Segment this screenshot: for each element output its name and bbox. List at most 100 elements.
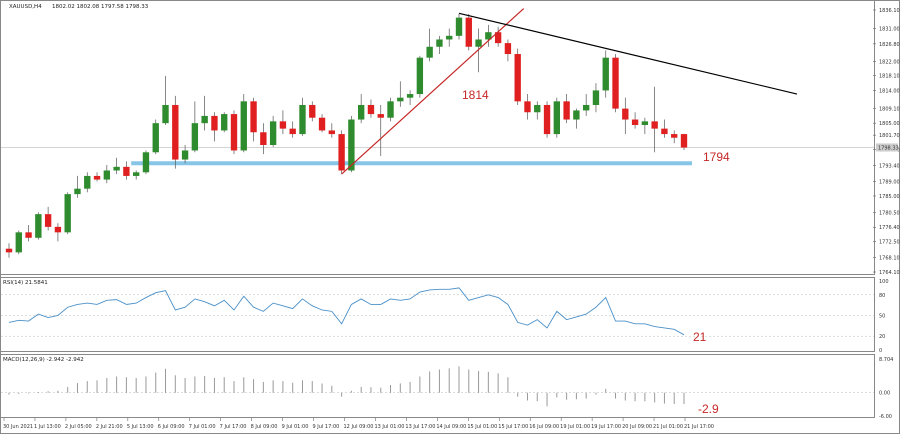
candle-body — [416, 57, 424, 95]
x-tick-label: 7 Jul 01:00 — [189, 424, 216, 430]
candle-body — [279, 121, 287, 129]
symbol-header: XAUUSD,H4 — [9, 4, 42, 10]
candle-body — [299, 104, 306, 135]
candle-body — [289, 128, 296, 135]
macd-tick-label: 0.00 — [879, 391, 890, 397]
ohlc-header: 1802.02 1802.08 1797.58 1798.33 — [52, 4, 149, 10]
price-tick-label: 1831.00 — [879, 27, 900, 33]
price-tick-label: 1789.00 — [879, 179, 900, 185]
candle-body — [269, 121, 277, 146]
candle-body — [162, 104, 169, 124]
price-tick-label: 1814.00 — [879, 88, 900, 94]
candle-body — [426, 46, 433, 58]
candle-body — [123, 166, 130, 176]
candle-body — [74, 188, 81, 195]
x-tick-label: 6 Jul 09:00 — [158, 424, 185, 430]
candle-body — [25, 232, 32, 238]
candle-body — [367, 104, 375, 115]
x-tick-label: 9 Jul 01:00 — [282, 424, 309, 430]
x-tick-label: 15 Jul 17:00 — [498, 424, 528, 430]
macd-pane — [0, 354, 875, 418]
candle-body — [504, 43, 512, 55]
rsi-value-label: 21 — [693, 330, 707, 344]
candle-body — [641, 121, 649, 125]
candle-body — [132, 172, 140, 176]
candle-body — [309, 104, 316, 118]
candle-body — [201, 115, 208, 124]
price-pane — [0, 0, 875, 275]
x-tick-label: 19 Jul 17:00 — [591, 424, 621, 430]
current-price-label: 1798.33 — [878, 145, 899, 151]
candle-body — [582, 104, 590, 111]
candle-body — [260, 132, 267, 146]
price-tick-label: 1772.50 — [879, 239, 900, 245]
candle-body — [357, 104, 365, 120]
current-price-tag — [876, 143, 898, 152]
price-tick-label: 1818.10 — [879, 74, 900, 80]
candle-body — [524, 101, 531, 113]
candle-body — [35, 214, 42, 238]
candle-body — [563, 101, 570, 120]
candle-body — [328, 130, 336, 135]
rsi-tick-label: 20 — [879, 334, 885, 340]
candle-body — [172, 104, 179, 160]
x-tick-label: 5 Jul 13:00 — [127, 424, 154, 430]
x-tick-label: 8 Jul 09:00 — [251, 424, 278, 430]
candle-body — [191, 123, 199, 151]
candle-body — [514, 54, 521, 102]
rsi-pane — [0, 277, 875, 352]
x-tick-label: 2 Jul 05:00 — [65, 424, 92, 430]
macd-value-label: -2.9 — [698, 402, 719, 416]
price-tick-label: 1768.10 — [879, 255, 900, 261]
candle-body — [142, 152, 150, 173]
candle-body — [671, 134, 678, 138]
macd-tick-label: 8.704 — [879, 357, 893, 363]
candle-body — [465, 17, 472, 47]
price-tick-label: 1801.70 — [879, 133, 900, 139]
candle-body — [211, 115, 218, 131]
candle-body — [534, 104, 541, 113]
candle-body — [54, 226, 62, 233]
candle-body — [93, 175, 101, 180]
candle-body — [661, 128, 668, 135]
candle-body — [338, 134, 345, 171]
rsi-line — [8, 287, 685, 336]
candle-body — [221, 114, 228, 131]
candle-body — [494, 32, 502, 44]
x-tick-label: 12 Jul 09:00 — [344, 424, 374, 430]
candle-body — [446, 35, 453, 40]
candle-body — [181, 150, 189, 160]
candle-body — [543, 104, 551, 135]
x-tick-label: 7 Jul 17:00 — [220, 424, 247, 430]
x-tick-label: 14 Jul 09:00 — [436, 424, 466, 430]
x-tick-label: 15 Jul 01:00 — [467, 424, 497, 430]
candle-body — [573, 110, 580, 120]
x-tick-label: 16 Jul 09:00 — [529, 424, 559, 430]
candle-body — [475, 39, 482, 47]
macd-tick-label: -6.00 — [879, 414, 892, 420]
rsi-header: RSI(14) 21.5841 — [3, 280, 48, 286]
rsi-tick-label: 100 — [879, 279, 889, 285]
candle-body — [348, 119, 355, 171]
candle-body — [113, 166, 120, 171]
candle-body — [15, 232, 22, 253]
candle-body — [602, 57, 609, 91]
candle-body — [240, 101, 247, 151]
price-tick-label: 1836.10 — [879, 8, 900, 14]
x-tick-label: 20 Jul 09:00 — [622, 424, 652, 430]
x-tick-label: 13 Jul 01:00 — [374, 424, 404, 430]
price-tick-label: 1776.40 — [879, 225, 900, 231]
price-tick-label: 1793.40 — [879, 163, 900, 169]
candle-body — [612, 57, 619, 109]
rsi-tick-label: 0 — [879, 348, 882, 354]
candle-body — [152, 123, 159, 153]
candle-body — [250, 101, 257, 133]
candle-body — [553, 101, 561, 135]
candle-body — [230, 114, 238, 151]
rsi-tick-label: 80 — [879, 293, 885, 299]
candle-body — [64, 194, 71, 233]
candle-body — [592, 90, 600, 105]
x-tick-label: 2 Jul 21:00 — [96, 424, 123, 430]
